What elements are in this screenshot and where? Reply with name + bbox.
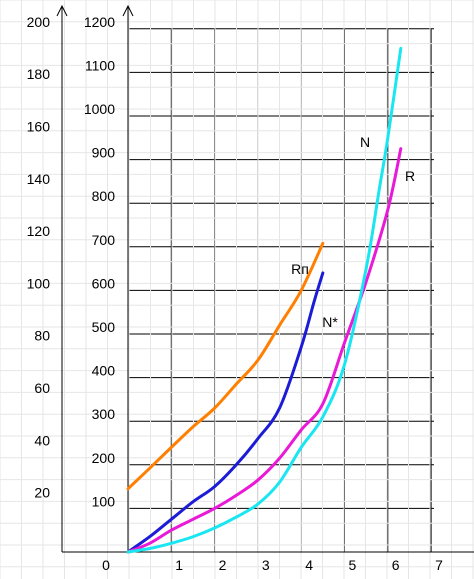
y-inner-tick-label: 300	[92, 406, 116, 422]
y-inner-tick-label: 800	[92, 188, 116, 204]
tick-labels: 0 1 2 3 4 5 6 7 100 200 300 400 500 600 700 800 900 1000 1…	[27, 14, 443, 573]
series-line-N	[126, 46, 403, 554]
series-label: N*	[322, 314, 338, 330]
axes	[56, 4, 474, 553]
y-inner-tick-label: 700	[92, 232, 116, 248]
x-tick-label: 2	[219, 557, 227, 573]
y-outer-tick-label: 100	[27, 275, 51, 291]
y-inner-tick-label: 900	[92, 145, 116, 161]
x-tick-label: 5	[349, 557, 357, 573]
y-outer-tick-label: 40	[34, 432, 50, 448]
outer-y-axis-arrow	[56, 4, 68, 17]
series-label: N	[360, 134, 370, 150]
y-inner-tick-label: 1100	[85, 57, 115, 73]
y-outer-tick-label: 60	[34, 380, 50, 396]
series-label: Rп	[291, 261, 309, 277]
inner-y-axis-arrow	[122, 4, 134, 17]
y-inner-tick-label: 600	[92, 275, 116, 291]
series-group	[126, 46, 403, 554]
y-inner-tick-label: 200	[92, 450, 116, 466]
y-outer-tick-label: 20	[34, 485, 50, 501]
series-line-R	[126, 147, 403, 554]
x-tick-label: 0	[102, 557, 110, 573]
y-outer-tick-label: 120	[27, 223, 51, 239]
y-outer-tick-label: 180	[27, 66, 51, 82]
series-labels: Rп N* R N	[291, 134, 415, 330]
y-inner-tick-label: 1200	[84, 14, 115, 30]
y-outer-tick-label: 160	[27, 118, 51, 134]
x-tick-label: 3	[262, 557, 270, 573]
x-tick-label: 1	[175, 557, 183, 573]
x-tick-label: 4	[305, 557, 313, 573]
series-line-Rп	[126, 241, 325, 491]
y-inner-tick-label: 400	[92, 363, 116, 379]
series-line-N*	[126, 271, 325, 554]
x-tick-label: 7	[435, 557, 443, 573]
y-outer-tick-label: 80	[34, 328, 50, 344]
y-inner-tick-label: 1000	[84, 101, 115, 117]
y-inner-tick-label: 100	[92, 493, 116, 509]
x-tick-label: 6	[392, 557, 400, 573]
y-outer-tick-label: 140	[27, 171, 51, 187]
y-inner-tick-label: 500	[92, 319, 116, 335]
y-outer-tick-label: 200	[27, 14, 51, 30]
series-label: R	[405, 168, 415, 184]
